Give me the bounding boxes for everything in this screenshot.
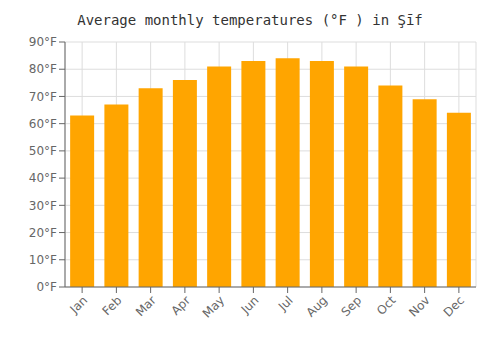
svg-text:80°F: 80°F [29,62,57,76]
svg-text:40°F: 40°F [29,171,57,185]
svg-text:50°F: 50°F [29,144,57,158]
svg-text:60°F: 60°F [29,117,57,131]
svg-text:Oct: Oct [374,293,399,318]
svg-text:Dec: Dec [441,293,467,319]
html-text:Average monthly temperatures (: Average monthly temperatures (°F ) in Şī… [77,12,423,28]
svg-text:30°F: 30°F [29,199,57,213]
svg-text:Jul: Jul [275,293,296,314]
svg-text:Nov: Nov [406,293,432,319]
svg-text:Jan: Jan [67,293,91,317]
svg-text:May: May [200,293,227,320]
svg-text:Apr: Apr [168,293,193,318]
svg-text:Sep: Sep [338,293,364,319]
svg-text:Jun: Jun [238,293,262,317]
svg-text:Feb: Feb [100,293,125,318]
svg-text:90°F: 90°F [29,35,57,49]
svg-text:20°F: 20°F [29,226,57,240]
svg-text:Mar: Mar [133,293,159,319]
svg-text:Aug: Aug [304,293,330,319]
svg-text:70°F: 70°F [29,90,57,104]
svg-text:10°F: 10°F [29,253,57,267]
svg-text:0°F: 0°F [36,280,57,294]
